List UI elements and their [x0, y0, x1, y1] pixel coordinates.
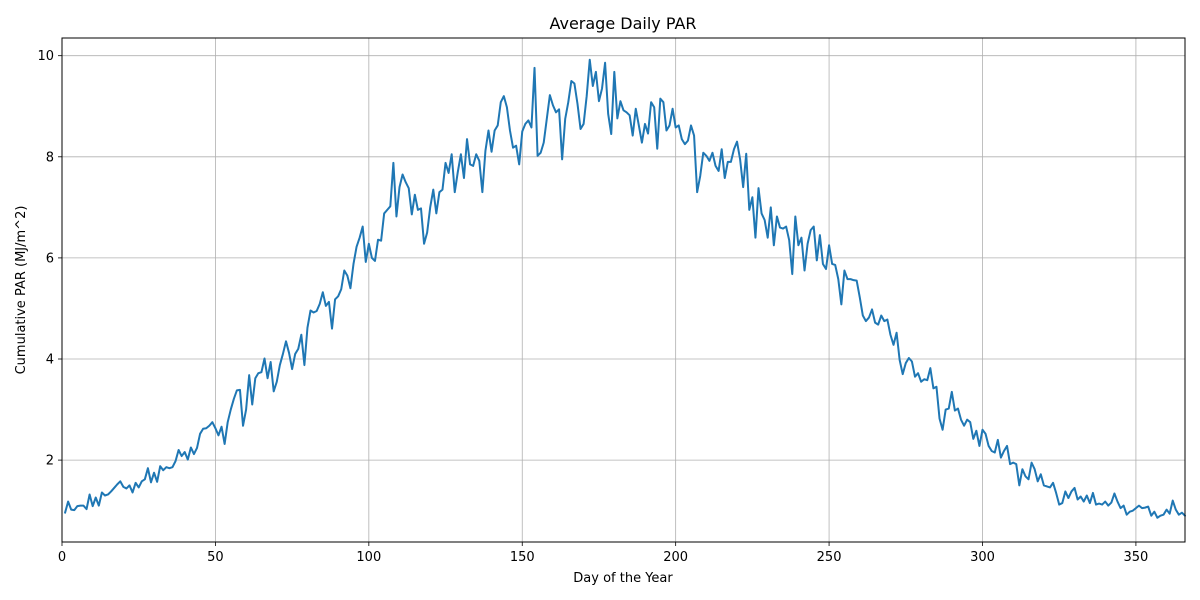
axis-ticks: 0 50 100 150 200 250 300 350 2 4 6 8 10 — [37, 49, 1148, 565]
y-axis-label: Cumulative PAR (MJ/m^2) — [14, 206, 29, 375]
y-tick-label: 4 — [46, 353, 54, 368]
grid-lines — [61, 38, 1185, 542]
series-layer — [64, 58, 1186, 519]
x-tick-label: 0 — [58, 550, 66, 565]
x-axis-label: Day of the Year — [573, 571, 673, 586]
par-series-line — [64, 58, 1186, 519]
x-tick-label: 200 — [663, 550, 688, 565]
y-tick-label: 10 — [37, 49, 54, 64]
plot-frame — [61, 37, 1186, 543]
x-tick-label: 300 — [970, 550, 995, 565]
x-tick-label: 250 — [817, 550, 842, 565]
x-tick-label: 150 — [510, 550, 535, 565]
chart-title: Average Daily PAR — [549, 14, 696, 33]
x-tick-label: 350 — [1123, 550, 1148, 565]
y-tick-label: 8 — [46, 150, 54, 165]
y-tick-label: 6 — [46, 251, 54, 266]
y-tick-label: 2 — [46, 454, 54, 469]
x-tick-label: 50 — [207, 550, 224, 565]
x-tick-label: 100 — [356, 550, 381, 565]
